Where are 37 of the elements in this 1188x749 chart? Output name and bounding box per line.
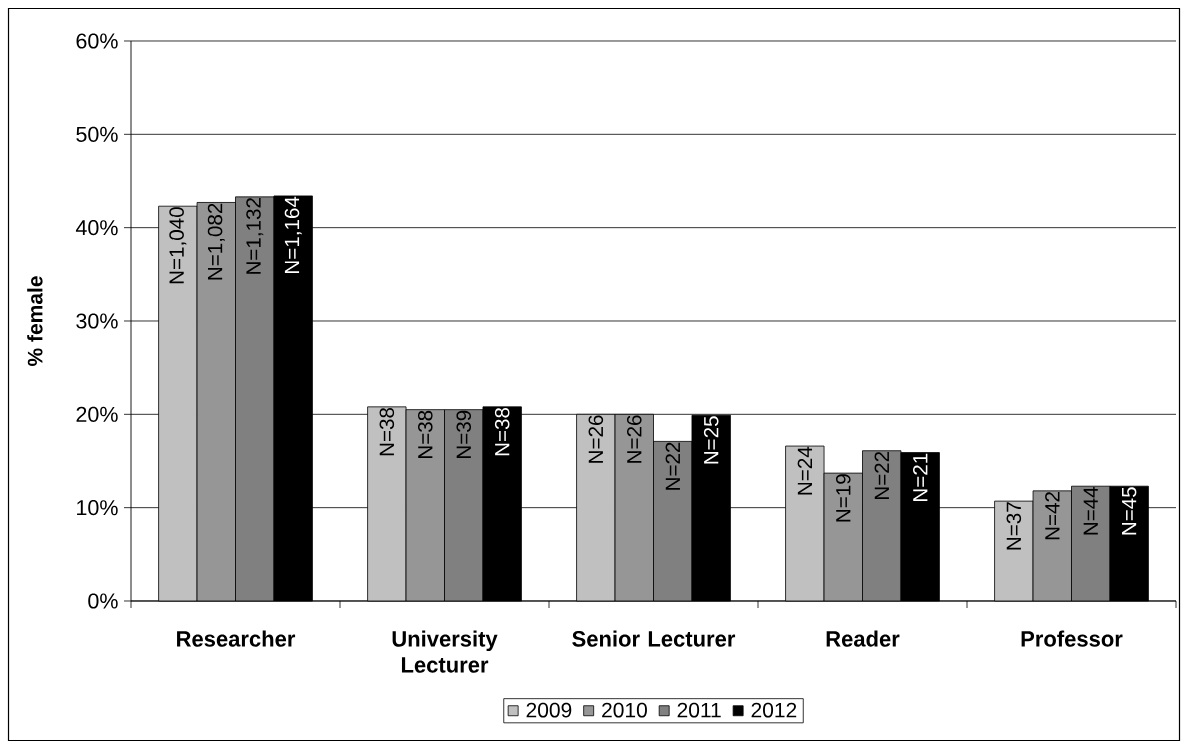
annotation: N=19 — [835, 474, 851, 522]
legend-label: 2011 — [677, 702, 721, 718]
annotation: N=45 — [1122, 487, 1137, 535]
annotation: N=1,132 — [246, 198, 264, 274]
x-tick-label: University Lecturer — [392, 630, 498, 673]
legend-label: 2009 — [526, 702, 572, 718]
annotation: N=22 — [874, 451, 889, 500]
y-tick-label: 30% — [76, 313, 118, 329]
y-tick-label: 0% — [88, 593, 118, 609]
annotation: N=25 — [703, 416, 719, 464]
annotation: N=21 — [913, 453, 928, 501]
annotation: N=22 — [665, 442, 680, 490]
legend-label: 2010 — [602, 702, 647, 718]
x-tick-label: Researcher — [177, 630, 296, 647]
annotation: N=42 — [1045, 492, 1060, 540]
annotation: N=38 — [379, 407, 395, 456]
annotation: N=1,164 — [284, 196, 302, 273]
annotation: N=24 — [797, 446, 813, 495]
x-tick-label: Professor — [1021, 630, 1123, 647]
x-tick-label: Senior Lecturer — [572, 630, 736, 647]
y-tick-label: 10% — [77, 500, 118, 516]
annotation: N=26 — [588, 415, 604, 463]
annotation: N=44 — [1083, 487, 1098, 535]
annotation: N=38 — [417, 410, 433, 458]
annotation: N=38 — [494, 407, 510, 456]
annotation: N=1,082 — [207, 203, 225, 280]
y-tick-label: 60% — [76, 33, 118, 49]
y-tick-label: 40% — [75, 220, 118, 236]
y-tick-label: 20% — [76, 406, 118, 422]
annotation: N=37 — [1006, 502, 1022, 550]
x-tick-label: Reader — [826, 630, 900, 647]
annotation: N=39 — [456, 410, 472, 458]
y-tick-label: 50% — [76, 126, 118, 142]
legend-label: 2012 — [751, 702, 797, 718]
y-axis-title: % female — [27, 276, 43, 366]
annotation: N=26 — [626, 415, 642, 463]
annotation: N=1,040 — [169, 207, 187, 284]
